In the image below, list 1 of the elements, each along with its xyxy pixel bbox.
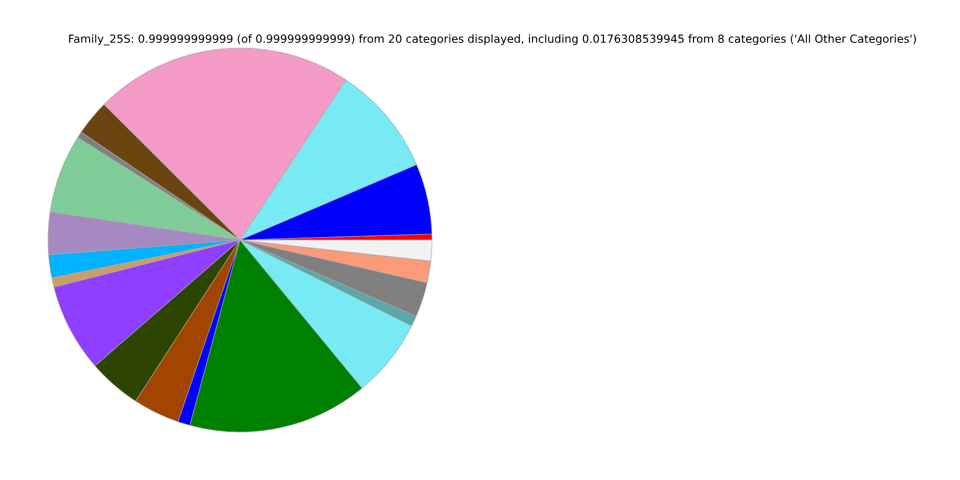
text: Family_25S: 0.999999999999 (of 0.999999999999) from 20 categories displayed, including 0.0176308539945 from 8 categories ('All Other Categories') (69, 34, 916, 46)
